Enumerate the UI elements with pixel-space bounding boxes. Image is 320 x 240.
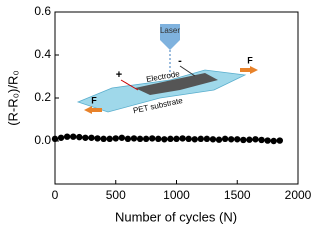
laser-head bbox=[160, 24, 180, 50]
data-point bbox=[179, 135, 186, 142]
inset-illustration bbox=[76, 24, 258, 114]
data-point bbox=[270, 137, 277, 145]
data-point bbox=[167, 135, 174, 143]
data-point bbox=[209, 136, 217, 143]
annotation: F bbox=[247, 55, 253, 65]
data-point bbox=[197, 135, 204, 143]
data-point bbox=[106, 135, 113, 143]
data-point bbox=[185, 135, 192, 143]
x-tick-label: 0 bbox=[52, 188, 59, 202]
data-point bbox=[203, 135, 211, 143]
data-point bbox=[191, 136, 198, 143]
data-point bbox=[227, 136, 235, 143]
data-point bbox=[118, 134, 126, 141]
data-point bbox=[240, 136, 247, 144]
data-point bbox=[161, 136, 168, 143]
data-point bbox=[173, 135, 180, 143]
x-tick-label: 500 bbox=[106, 188, 126, 202]
x-axis-label: Number of cycles (N) bbox=[115, 209, 237, 224]
force-arrow bbox=[240, 66, 258, 74]
data-point bbox=[258, 136, 265, 144]
annotation: Laser bbox=[160, 26, 180, 35]
data-point bbox=[276, 137, 283, 144]
data-point bbox=[221, 135, 229, 143]
chart: (R-R₀)/R₀ Number of cycles (N) 0.0 0.2 0.4… bbox=[5, 4, 312, 224]
data-point bbox=[88, 134, 95, 141]
y-tick-label: 0.4 bbox=[34, 47, 51, 61]
data-point bbox=[149, 135, 156, 142]
data-point bbox=[57, 134, 65, 141]
data-point bbox=[246, 136, 253, 143]
data-point bbox=[130, 135, 138, 142]
annotation: + bbox=[116, 69, 122, 81]
x-tick-label: 1000 bbox=[163, 188, 190, 202]
data-point bbox=[252, 136, 259, 143]
data-point bbox=[264, 137, 271, 144]
wire bbox=[179, 65, 196, 77]
electrode bbox=[135, 73, 218, 95]
data-point bbox=[82, 134, 89, 141]
data-point bbox=[155, 135, 162, 143]
x-tick-label: 2000 bbox=[285, 188, 312, 202]
data-point bbox=[100, 135, 107, 143]
y-tick-label: 0.6 bbox=[34, 4, 51, 18]
annotation: F bbox=[91, 95, 97, 105]
data-point bbox=[76, 133, 83, 141]
y-axis-label: (R-R₀)/R₀ bbox=[5, 70, 20, 126]
data-point bbox=[136, 135, 144, 143]
data-point bbox=[215, 136, 223, 143]
force-arrow bbox=[84, 106, 102, 114]
data-point bbox=[142, 135, 150, 143]
data-point bbox=[94, 135, 101, 142]
data-point bbox=[51, 135, 59, 143]
data-point bbox=[124, 135, 132, 143]
data-point bbox=[70, 133, 77, 140]
data-point bbox=[234, 136, 241, 143]
x-tick-label: 1500 bbox=[224, 188, 251, 202]
y-tick-label: 0.0 bbox=[34, 133, 51, 147]
annotation: - bbox=[178, 55, 182, 67]
wire bbox=[120, 79, 139, 91]
data-point bbox=[63, 133, 71, 140]
data-point bbox=[112, 135, 119, 142]
y-tick-label: 0.2 bbox=[34, 90, 51, 104]
